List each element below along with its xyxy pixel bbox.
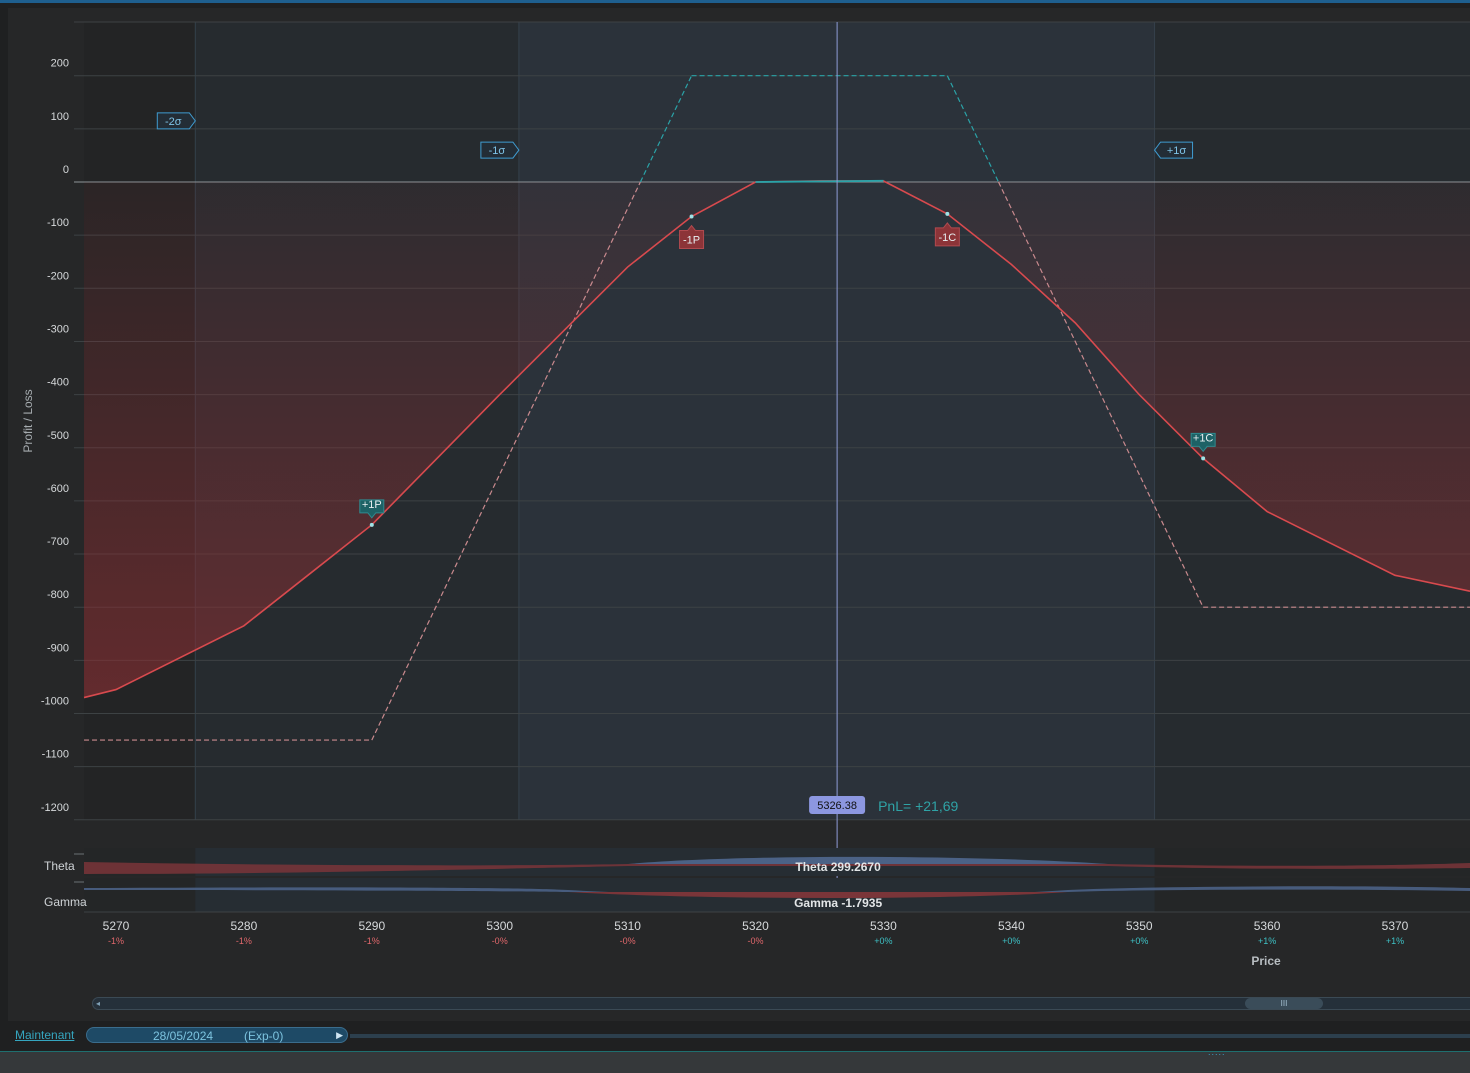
sigma-tag[interactable]	[156, 112, 196, 130]
gamma-negative-area	[568, 892, 1068, 898]
y-tick-label: -200	[47, 270, 69, 282]
y-tick-label: -100	[47, 217, 69, 229]
scroll-thumb[interactable]: III	[1245, 998, 1323, 1009]
y-tick-label: -1200	[41, 802, 69, 814]
x-pct-label: +0%	[874, 936, 892, 946]
loss-area-fill	[84, 182, 1470, 698]
window-top-border	[0, 0, 1470, 3]
cursor-pnl-label: PnL= +21,69	[878, 798, 958, 814]
y-tick-label: -700	[47, 536, 69, 548]
x-tick-label: 5320	[742, 919, 769, 933]
x-tick-label: 5280	[231, 919, 258, 933]
y-tick-label: -400	[47, 377, 69, 389]
x-pct-label: -1%	[236, 936, 252, 946]
greek-name-label: Gamma	[44, 895, 87, 909]
leg-point	[369, 522, 374, 527]
pnl-chart[interactable]: 200 100 0 -100 -200 -300 -400 -500 -600 -700 -800 -…	[8, 8, 1470, 1021]
x-pct-label: -1%	[364, 936, 380, 946]
timeline-bar: Maintenant 28/05/2024 (Exp-0) ▶	[0, 1021, 1470, 1051]
expiration-line-segment	[946, 75, 1000, 183]
leg-label: +1C	[1193, 432, 1214, 444]
leg-label: -1P	[683, 235, 700, 247]
x-pct-label: -0%	[620, 936, 636, 946]
status-divider	[0, 1051, 1470, 1052]
x-tick-label: 5330	[870, 919, 897, 933]
sigma-tag-label: +1σ	[1167, 145, 1187, 157]
date-selector[interactable]: 28/05/2024 (Exp-0) ▶	[86, 1027, 348, 1043]
gamma-positive-area	[84, 886, 1470, 896]
y-tick-label: -1100	[42, 749, 69, 761]
y-tick-label: -900	[47, 642, 69, 654]
x-tick-label: 5370	[1382, 919, 1409, 933]
x-tick-label: 5270	[103, 919, 130, 933]
x-pct-label: +1%	[1258, 936, 1276, 946]
x-pct-label: -1%	[108, 936, 124, 946]
long-leg-marker[interactable]	[359, 499, 385, 519]
greek-name-label: Theta	[44, 859, 75, 873]
y-tick-label: -500	[47, 430, 69, 442]
resize-grip-icon[interactable]: .....	[1208, 1047, 1226, 1057]
y-tick-label: -800	[47, 589, 69, 601]
long-leg-marker[interactable]	[1190, 432, 1216, 453]
short-leg-marker[interactable]	[934, 222, 960, 247]
sigma-tag-label: -1σ	[489, 145, 506, 157]
y-tick-label: -600	[47, 483, 69, 495]
expiration-line-segment	[371, 181, 641, 741]
x-pct-label: -0%	[747, 936, 763, 946]
y-tick-label: 0	[63, 164, 69, 176]
horizontal-scrollbar[interactable]: ◂ III	[92, 997, 1470, 1010]
leg-label: -1C	[938, 232, 956, 244]
y-tick-label: 200	[51, 58, 69, 70]
cursor-price-label: 5326.38	[817, 800, 857, 812]
cursor-price-badge[interactable]	[809, 796, 866, 814]
x-pct-label: +0%	[1130, 936, 1148, 946]
x-tick-label: 5290	[358, 919, 385, 933]
leg-point	[689, 214, 694, 219]
x-tick-label: 5360	[1254, 919, 1281, 933]
greek-value-label: Gamma -1.7935	[794, 896, 882, 910]
expiration-line-segment	[997, 181, 1204, 608]
x-pct-label: -0%	[492, 936, 508, 946]
chart-panel: 200 100 0 -100 -200 -300 -400 -500 -600 -700 -800 -…	[8, 8, 1470, 1021]
x-axis-label: Price	[1251, 954, 1281, 968]
x-tick-label: 5310	[614, 919, 641, 933]
scroll-left-arrow-icon[interactable]: ◂	[96, 999, 101, 1008]
x-tick-label: 5300	[486, 919, 513, 933]
x-pct-label: +1%	[1386, 936, 1404, 946]
greek-value-label: Theta 299.2670	[795, 860, 881, 874]
theta-positive-area	[628, 856, 1108, 864]
x-tick-label: 5350	[1126, 919, 1153, 933]
leg-label: +1P	[362, 499, 382, 511]
sigma-tag[interactable]	[1153, 141, 1194, 159]
y-axis-label: Profit / Loss	[21, 389, 35, 452]
y-tick-label: -300	[47, 323, 69, 335]
status-strip: .....	[0, 1047, 1470, 1073]
sigma-tag-label: -2σ	[165, 116, 182, 128]
date-slider-track[interactable]	[350, 1034, 1470, 1038]
expiration-line-segment	[639, 75, 693, 183]
profit-line-segment	[755, 179, 884, 183]
expiration-label: (Exp-0)	[244, 1029, 284, 1043]
y-tick-label: -1000	[41, 696, 69, 708]
leg-point	[945, 211, 950, 216]
selected-date: 28/05/2024	[153, 1029, 214, 1043]
play-arrow-icon[interactable]: ▶	[336, 1030, 343, 1040]
y-tick-label: 100	[51, 111, 69, 123]
x-pct-label: +0%	[1002, 936, 1020, 946]
sigma-tag[interactable]	[480, 141, 520, 159]
now-link[interactable]: Maintenant	[15, 1028, 75, 1042]
leg-point	[1201, 456, 1206, 461]
x-tick-label: 5340	[998, 919, 1025, 933]
short-leg-marker[interactable]	[679, 224, 705, 250]
